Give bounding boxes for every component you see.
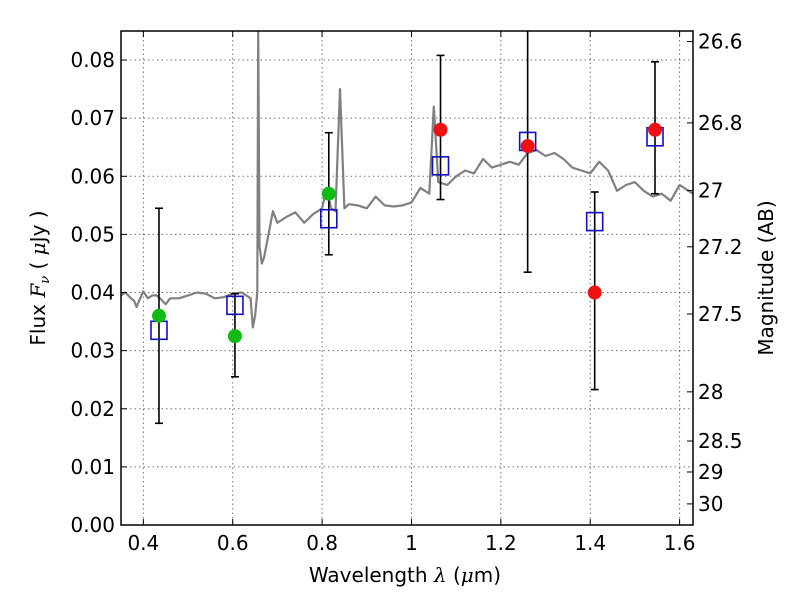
x-tick-label: 0.8	[306, 531, 338, 555]
y-tick-label: 0.03	[70, 339, 115, 363]
y-axis-label-right: Magnitude (AB)	[754, 200, 778, 355]
red-point	[520, 139, 535, 154]
mag-tick-label: 26.6	[698, 30, 743, 54]
red-point	[433, 122, 448, 137]
detection-point	[151, 308, 166, 323]
mag-tick-label: 30	[698, 492, 723, 516]
y-tick-label: 0.01	[70, 455, 115, 479]
y-axis-label: Flux Fν ( μJy )	[26, 210, 53, 345]
y-tick-label: 0.05	[70, 222, 115, 246]
red-point	[587, 285, 602, 300]
x-tick-label: 0.6	[217, 531, 249, 555]
plot-frame	[120, 30, 694, 526]
x-tick-label: 0.4	[127, 531, 159, 555]
model-photometry-square	[319, 208, 338, 229]
mag-tick-label: 27.5	[698, 302, 743, 326]
mag-tick-label: 27	[698, 179, 723, 203]
model-photometry-square	[431, 156, 450, 176]
detection-point	[227, 329, 242, 344]
y-tick-label: 0.07	[70, 106, 115, 130]
y-tick-label: 0.02	[70, 397, 115, 421]
model-photometry-square	[585, 211, 604, 232]
plot-background	[121, 31, 693, 525]
model-spectrum	[121, 31, 693, 329]
y-tick-label: 0.08	[70, 48, 115, 72]
mag-tick-label: 28	[698, 380, 723, 404]
x-tick-label: 1.2	[485, 531, 517, 555]
x-tick-label: 1.4	[574, 531, 606, 555]
mag-tick-label: 29	[698, 460, 723, 484]
data-points	[150, 122, 664, 344]
x-axis-label: Wavelength λ (μm)	[309, 563, 501, 587]
detection-point	[321, 186, 336, 201]
mag-tick-label: 28.5	[698, 429, 743, 453]
x-tick-label: 1.6	[664, 531, 696, 555]
red-point	[648, 122, 663, 137]
mag-tick-label: 26.8	[698, 111, 743, 135]
y-tick-label: 0.00	[70, 513, 115, 537]
x-tick-label: 1	[405, 531, 418, 555]
spectrum-line	[121, 31, 693, 329]
y-tick-label: 0.04	[70, 281, 115, 305]
y-tick-label: 0.06	[70, 164, 115, 188]
mag-tick-label: 27.2	[698, 235, 743, 259]
model-photometry-square	[226, 295, 244, 316]
axis-ticks: 0.4 0.6 0.8 1 1.2 1.4 1.6 0.00 0.01 0.02 0.03 0.04 0…	[70, 30, 742, 555]
